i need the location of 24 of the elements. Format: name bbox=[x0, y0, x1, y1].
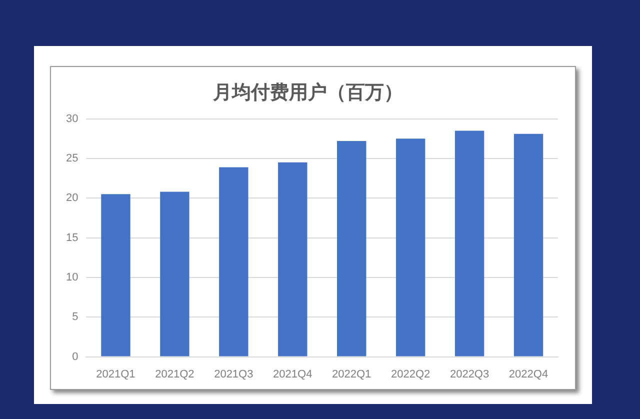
x-tick-label: 2021Q4 bbox=[273, 368, 312, 380]
y-tick-label: 10 bbox=[66, 272, 78, 284]
bar bbox=[101, 194, 130, 356]
x-tick-label: 2021Q1 bbox=[96, 368, 136, 380]
bar bbox=[219, 167, 248, 356]
x-tick-label: 2021Q3 bbox=[214, 368, 254, 380]
bar bbox=[337, 141, 366, 356]
y-tick-label: 30 bbox=[66, 112, 78, 125]
chart-title: 月均付费用户（百万） bbox=[212, 81, 403, 104]
y-tick-label: 15 bbox=[66, 232, 78, 244]
x-tick-label: 2022Q4 bbox=[508, 368, 548, 380]
x-tick-label: 2022Q3 bbox=[450, 368, 490, 380]
bar bbox=[160, 192, 190, 356]
y-tick-label: 5 bbox=[72, 311, 78, 324]
bar bbox=[454, 130, 484, 356]
x-tick-label: 2021Q2 bbox=[155, 368, 194, 380]
x-tick-label: 2022Q1 bbox=[332, 368, 372, 380]
y-tick-label: 25 bbox=[66, 152, 78, 164]
y-tick-label: 20 bbox=[66, 192, 78, 204]
x-tick-label: 2022Q2 bbox=[390, 368, 430, 380]
y-tick-label: 0 bbox=[72, 350, 78, 363]
bar bbox=[514, 134, 544, 356]
bar bbox=[278, 162, 308, 356]
bar bbox=[396, 138, 426, 356]
